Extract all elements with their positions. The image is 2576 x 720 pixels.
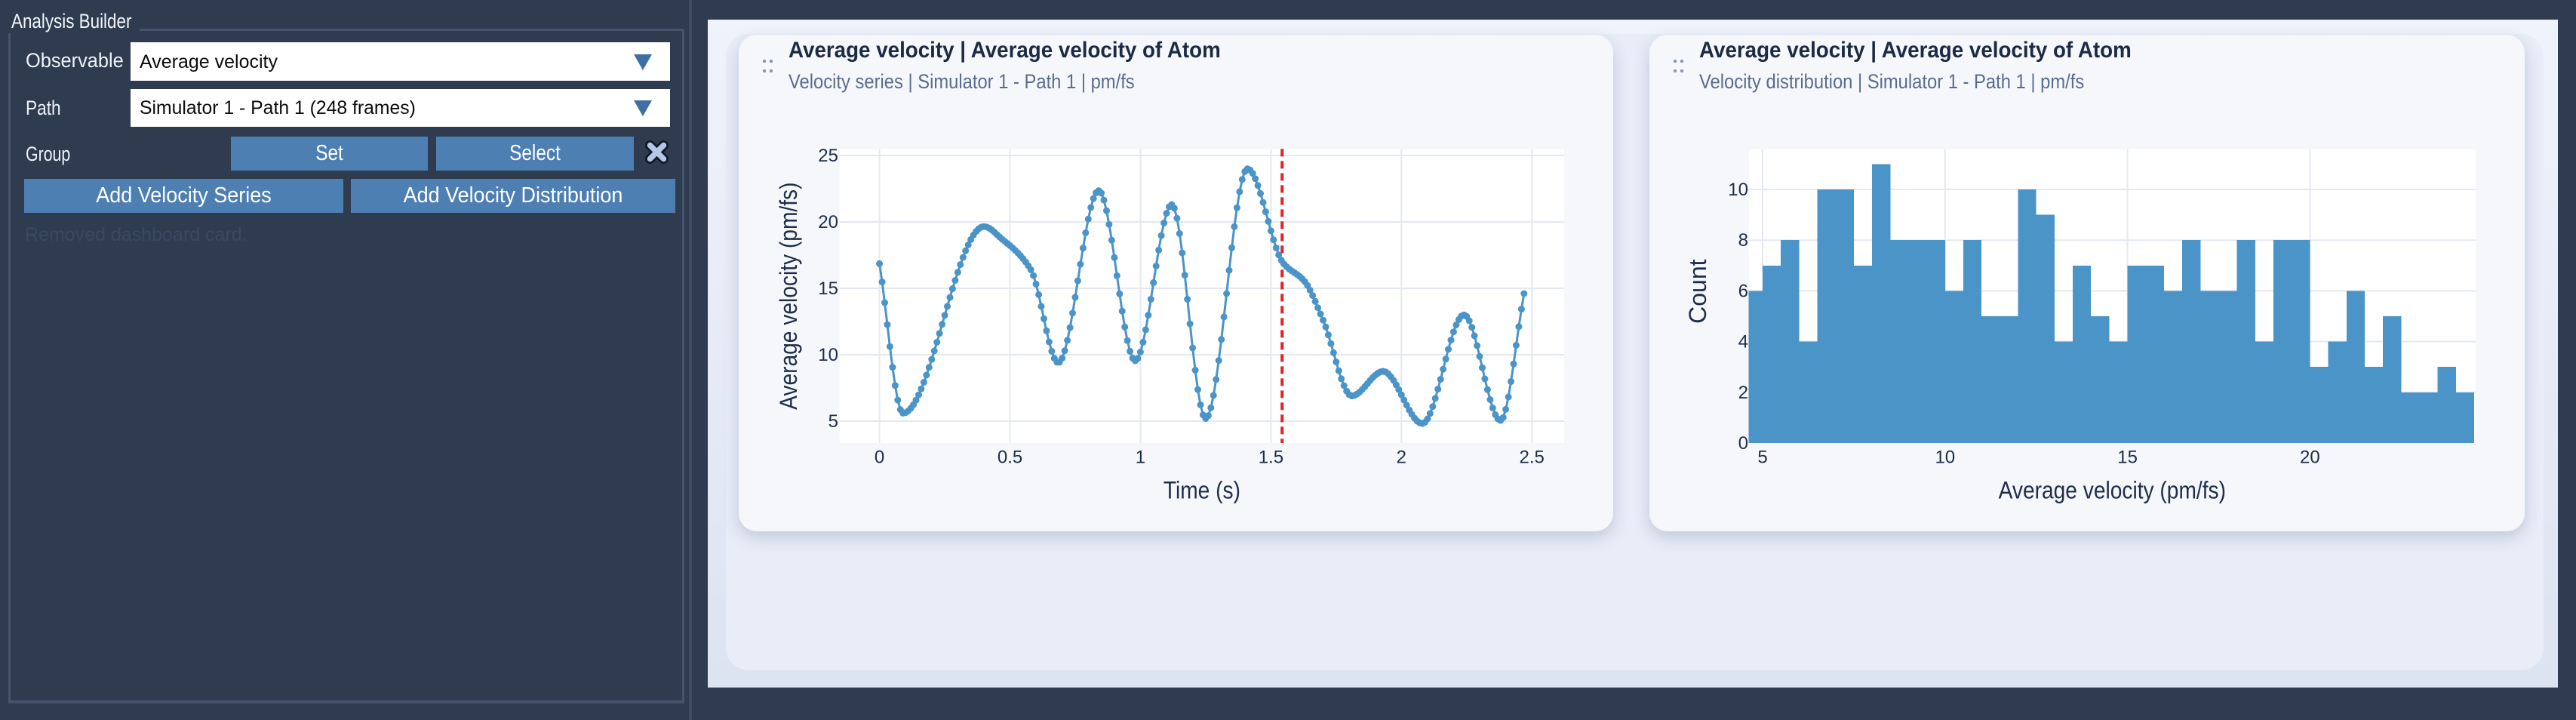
svg-text:1.5: 1.5 <box>1259 448 1283 468</box>
svg-text:Average velocity (pm/fs): Average velocity (pm/fs) <box>776 183 802 410</box>
svg-text:15: 15 <box>818 278 838 299</box>
svg-text:25: 25 <box>818 146 838 166</box>
svg-text:2: 2 <box>1397 448 1406 468</box>
svg-text:8: 8 <box>1738 230 1748 251</box>
svg-text:4: 4 <box>1738 332 1748 352</box>
svg-text:Average velocity (pm/fs): Average velocity (pm/fs) <box>1999 478 2226 504</box>
svg-text:1: 1 <box>1136 448 1145 468</box>
svg-text:0.5: 0.5 <box>998 448 1022 468</box>
svg-text:Count: Count <box>1684 259 1711 324</box>
svg-text:2.5: 2.5 <box>1520 448 1545 468</box>
svg-text:2: 2 <box>1738 383 1748 403</box>
svg-text:15: 15 <box>2117 448 2138 468</box>
svg-text:0: 0 <box>875 448 884 468</box>
svg-text:20: 20 <box>2300 448 2320 468</box>
svg-text:10: 10 <box>1935 448 1955 468</box>
svg-text:5: 5 <box>828 411 838 432</box>
svg-text:10: 10 <box>1728 180 1748 200</box>
svg-text:10: 10 <box>818 345 838 365</box>
svg-text:5: 5 <box>1757 448 1767 468</box>
svg-text:20: 20 <box>818 212 838 232</box>
svg-text:Time (s): Time (s) <box>1164 478 1240 504</box>
svg-text:0: 0 <box>1738 433 1748 454</box>
svg-text:6: 6 <box>1738 281 1748 301</box>
